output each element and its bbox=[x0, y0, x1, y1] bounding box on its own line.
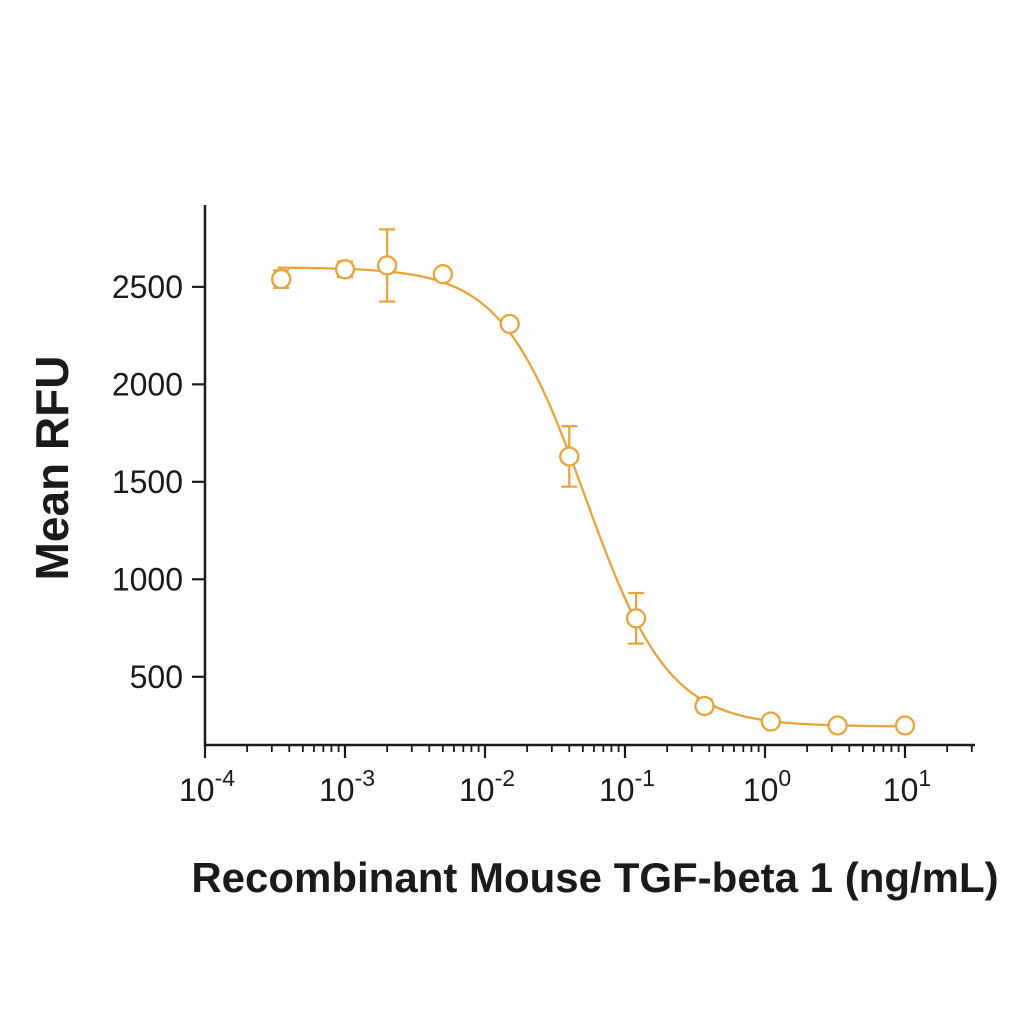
data-point-marker bbox=[334, 259, 356, 280]
data-point-marker bbox=[760, 711, 781, 732]
y-tick-label: 2000 bbox=[112, 366, 183, 402]
y-tick-label: 1000 bbox=[112, 561, 183, 597]
data-point-marker bbox=[694, 695, 715, 717]
data-point-marker bbox=[432, 264, 454, 285]
data-point-marker bbox=[559, 446, 580, 467]
y-axis-label: Mean RFU bbox=[26, 355, 78, 581]
x-tick-label: 10-3 bbox=[319, 765, 375, 808]
data-point-marker bbox=[894, 715, 916, 736]
x-axis-label: Recombinant Mouse TGF-beta 1 (ng/mL) bbox=[191, 854, 999, 901]
x-tick-label: 10-4 bbox=[179, 765, 235, 808]
data-point-marker bbox=[499, 313, 520, 335]
data-point-marker bbox=[271, 268, 292, 290]
y-tick-label: 1500 bbox=[112, 464, 183, 500]
data-point-marker bbox=[376, 255, 398, 276]
y-tick-label: 2500 bbox=[112, 269, 183, 305]
y-tick-label: 500 bbox=[130, 659, 183, 695]
x-tick-label: 10-2 bbox=[459, 765, 515, 808]
data-point-marker bbox=[625, 608, 647, 629]
x-tick-label: 10-1 bbox=[599, 765, 655, 808]
data-point-marker bbox=[827, 715, 848, 736]
x-tick-label: 101 bbox=[883, 765, 931, 808]
x-tick-label: 100 bbox=[743, 765, 791, 808]
fit-curve bbox=[277, 266, 906, 728]
